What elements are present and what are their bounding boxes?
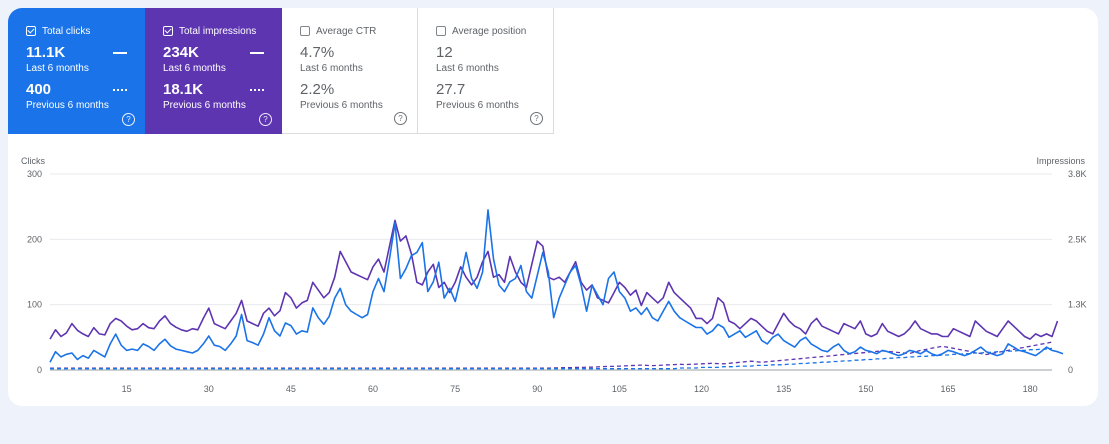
x-tick-label: 15 <box>122 384 132 394</box>
left-tick-label: 0 <box>37 365 42 375</box>
metric-prev-period: Previous 6 months <box>26 100 109 111</box>
x-tick-label: 60 <box>368 384 378 394</box>
metric-tile-average-ctr[interactable]: Average CTR 4.7% Last 6 months 2.2% Prev… <box>282 8 418 134</box>
left-tick-label: 100 <box>27 300 42 310</box>
series-line-clicks-previous-6-months <box>50 347 1053 370</box>
metric-tile-average-position[interactable]: Average position 12 Last 6 months 27.7 P… <box>418 8 554 134</box>
x-tick-label: 75 <box>450 384 460 394</box>
metric-prev-period: Previous 6 months <box>436 100 519 111</box>
metric-value: 234K <box>163 44 199 61</box>
x-tick-label: 105 <box>612 384 627 394</box>
help-icon[interactable]: ? <box>530 112 543 125</box>
metric-tiles: Total clicks 11.1K Last 6 months 400 Pre… <box>8 8 554 134</box>
metric-tile-total-impressions[interactable]: Total impressions 234K Last 6 months 18.… <box>145 8 282 134</box>
left-tick-label: 200 <box>27 234 42 244</box>
right-tick-label: 0 <box>1068 365 1073 375</box>
x-tick-label: 150 <box>858 384 873 394</box>
metric-prev-value: 18.1K <box>163 81 204 98</box>
performance-card: Total clicks 11.1K Last 6 months 400 Pre… <box>8 8 1098 406</box>
series-line-impressions-last-6-months <box>49 219 1059 340</box>
performance-chart: Clicks Impressions 0 0 100 1.3K 200 2.5K 300 3.… <box>8 148 1098 406</box>
metric-prev-value: 2.2% <box>300 81 335 98</box>
metric-period: Last 6 months <box>163 63 226 74</box>
x-tick-label: 30 <box>204 384 214 394</box>
help-icon[interactable]: ? <box>122 113 135 126</box>
help-icon[interactable]: ? <box>394 112 407 125</box>
right-axis-label: Impressions <box>1036 156 1085 166</box>
right-tick-label: 2.5K <box>1068 234 1087 244</box>
metric-label: Total impressions <box>179 25 257 37</box>
metric-prev-period: Previous 6 months <box>163 100 246 111</box>
left-tick-label: 300 <box>27 169 42 179</box>
dashed-line-legend-icon <box>250 89 264 91</box>
right-tick-label: 1.3K <box>1068 300 1087 310</box>
metric-period: Last 6 months <box>300 63 363 74</box>
x-tick-label: 135 <box>776 384 791 394</box>
metric-label: Average position <box>452 25 527 37</box>
metric-period: Last 6 months <box>26 63 89 74</box>
left-axis-label: Clicks <box>21 156 45 166</box>
solid-line-legend-icon <box>113 52 127 54</box>
metric-value: 11.1K <box>26 44 66 61</box>
metric-tile-total-clicks[interactable]: Total clicks 11.1K Last 6 months 400 Pre… <box>8 8 145 134</box>
x-tick-label: 120 <box>694 384 709 394</box>
solid-line-legend-icon <box>250 52 264 54</box>
metric-value: 12 <box>436 44 453 61</box>
x-tick-label: 180 <box>1023 384 1038 394</box>
metric-label: Average CTR <box>316 25 377 37</box>
checkbox-total-clicks[interactable] <box>26 26 36 36</box>
x-tick-label: 90 <box>532 384 542 394</box>
checkbox-average-position[interactable] <box>436 26 446 36</box>
metric-period: Last 6 months <box>436 63 499 74</box>
help-icon[interactable]: ? <box>259 113 272 126</box>
dashed-line-legend-icon <box>113 89 127 91</box>
checkbox-total-impressions[interactable] <box>163 26 173 36</box>
metric-prev-value: 27.7 <box>436 81 466 98</box>
metric-value: 4.7% <box>300 44 335 61</box>
chart-svg: Clicks Impressions 0 0 100 1.3K 200 2.5K 300 3.… <box>21 156 1087 394</box>
metric-prev-period: Previous 6 months <box>300 100 383 111</box>
series-line-clicks-last-6-months <box>49 209 1064 363</box>
metric-label: Total clicks <box>42 25 91 37</box>
x-tick-label: 165 <box>940 384 955 394</box>
x-tick-label: 45 <box>286 384 296 394</box>
metric-prev-value: 400 <box>26 81 52 98</box>
right-tick-label: 3.8K <box>1068 169 1087 179</box>
checkbox-average-ctr[interactable] <box>300 26 310 36</box>
